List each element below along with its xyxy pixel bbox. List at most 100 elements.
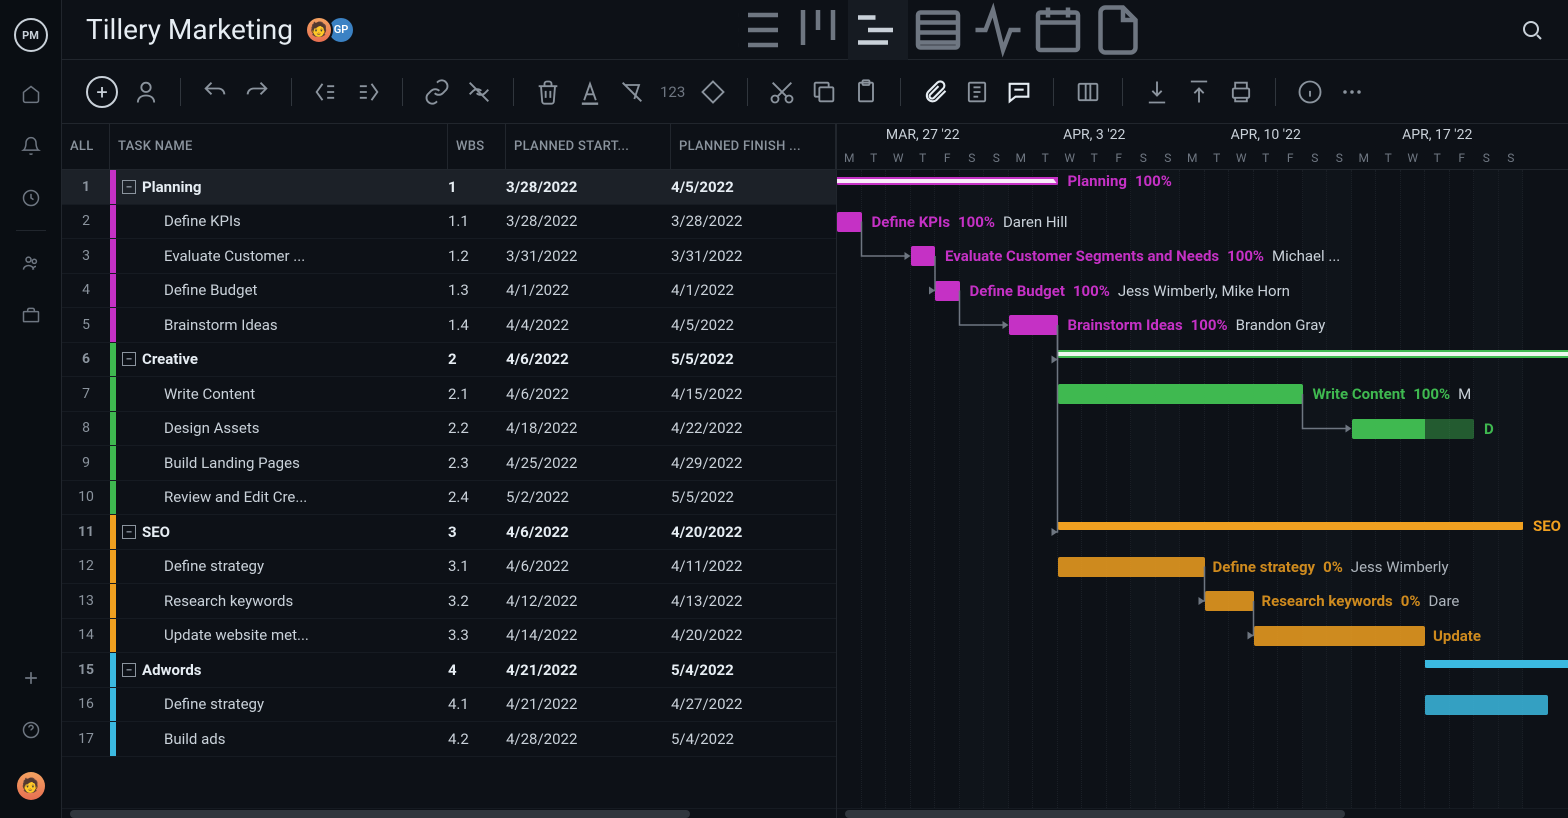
briefcase-icon[interactable] (21, 305, 41, 325)
import-icon[interactable] (1143, 78, 1171, 106)
task-row[interactable]: 14Update website met...3.34/14/20224/20/… (62, 619, 836, 654)
toolbar-number: 123 (660, 83, 685, 101)
activity-view-icon[interactable] (968, 0, 1028, 60)
attach-icon[interactable] (921, 78, 949, 106)
collapse-icon[interactable]: − (122, 180, 136, 194)
notes-icon[interactable] (963, 78, 991, 106)
outdent-icon[interactable] (312, 78, 340, 106)
comment-icon[interactable] (1005, 78, 1033, 106)
link-icon[interactable] (423, 78, 451, 106)
sheet-view-icon[interactable] (908, 0, 968, 60)
col-task[interactable]: TASK NAME (110, 124, 448, 169)
col-wbs[interactable]: WBS (448, 124, 506, 169)
info-icon[interactable] (1296, 78, 1324, 106)
gantt-view-icon[interactable] (848, 0, 908, 60)
task-bar[interactable]: D (1352, 419, 1475, 439)
day-label: M (1352, 147, 1377, 170)
task-row[interactable]: 8Design Assets2.24/18/20224/22/2022 (62, 412, 836, 447)
grid-header: ALL TASK NAME WBS PLANNED START... PLANN… (62, 124, 836, 170)
collapse-icon[interactable]: − (122, 663, 136, 677)
board-view-icon[interactable] (788, 0, 848, 60)
more-icon[interactable] (1338, 78, 1366, 106)
task-bar[interactable]: Define KPIs 100% Daren Hill (837, 212, 862, 232)
export-icon[interactable] (1185, 78, 1213, 106)
task-row[interactable]: 9Build Landing Pages2.34/25/20224/29/202… (62, 446, 836, 481)
day-label: M (1009, 147, 1034, 170)
avatar-group[interactable]: 🧑 GP (311, 16, 355, 44)
task-row[interactable]: 6−Creative24/6/20225/5/2022 (62, 343, 836, 378)
collapse-icon[interactable]: − (122, 352, 136, 366)
collapse-icon[interactable]: − (122, 525, 136, 539)
help-icon[interactable] (21, 720, 41, 740)
col-finish[interactable]: PLANNED FINISH ... (671, 124, 836, 169)
calendar-view-icon[interactable] (1028, 0, 1088, 60)
assign-icon[interactable] (132, 78, 160, 106)
text-color-icon[interactable] (576, 78, 604, 106)
columns-icon[interactable] (1074, 78, 1102, 106)
task-row[interactable]: 13Research keywords3.24/12/20224/13/2022 (62, 584, 836, 619)
user-avatar[interactable]: 🧑 (17, 772, 45, 800)
summary-bar[interactable]: Planning 100% (837, 177, 1058, 185)
task-bar[interactable]: Research keywords 0% Dare (1205, 591, 1254, 611)
home-icon[interactable] (21, 84, 41, 104)
task-name: Research keywords (122, 592, 293, 610)
task-row[interactable]: 3Evaluate Customer ...1.23/31/20223/31/2… (62, 239, 836, 274)
bell-icon[interactable] (21, 136, 41, 156)
gantt-chart: MAR, 27 '22APR, 3 '22APR, 10 '22APR, 17 … (837, 124, 1568, 818)
task-bar[interactable]: Brainstorm Ideas 100% Brandon Gray (1009, 315, 1058, 335)
task-row[interactable]: 10Review and Edit Cre...2.45/2/20225/5/2… (62, 481, 836, 516)
col-start[interactable]: PLANNED START... (506, 124, 671, 169)
summary-bar[interactable] (1425, 660, 1568, 668)
task-bar[interactable]: Define strategy 0% Jess Wimberly (1058, 557, 1205, 577)
copy-icon[interactable] (810, 78, 838, 106)
task-name: Build Landing Pages (122, 454, 300, 472)
add-task-button[interactable]: + (86, 76, 118, 108)
app-logo[interactable]: PM (14, 18, 48, 52)
col-all[interactable]: ALL (62, 124, 110, 169)
summary-bar[interactable] (1058, 350, 1568, 358)
task-name: Creative (142, 350, 198, 368)
search-icon[interactable] (1520, 18, 1544, 42)
unlink-icon[interactable] (465, 78, 493, 106)
milestone-icon[interactable] (699, 78, 727, 106)
summary-bar[interactable]: SEO 0% (1058, 522, 1524, 530)
day-label: T (1205, 147, 1230, 170)
files-view-icon[interactable] (1088, 0, 1148, 60)
cut-icon[interactable] (768, 78, 796, 106)
task-row[interactable]: 11−SEO34/6/20224/20/2022 (62, 515, 836, 550)
paste-icon[interactable] (852, 78, 880, 106)
day-label: M (1180, 147, 1205, 170)
grid-scrollbar[interactable] (62, 808, 836, 818)
list-view-icon[interactable] (728, 0, 788, 60)
week-label: APR, 3 '22 (1009, 124, 1181, 147)
day-label: T (1033, 147, 1058, 170)
task-row[interactable]: 16Define strategy4.14/21/20224/27/2022 (62, 688, 836, 723)
task-row[interactable]: 4Define Budget1.34/1/20224/1/2022 (62, 274, 836, 309)
task-bar[interactable] (1425, 695, 1548, 715)
avatar[interactable]: 🧑 (305, 16, 333, 44)
undo-icon[interactable] (201, 78, 229, 106)
plus-icon[interactable] (21, 668, 41, 688)
clear-format-icon[interactable] (618, 78, 646, 106)
gantt-scrollbar[interactable] (837, 808, 1568, 818)
delete-icon[interactable] (534, 78, 562, 106)
task-row[interactable]: 15−Adwords44/21/20225/4/2022 (62, 653, 836, 688)
task-bar[interactable]: Evaluate Customer Segments and Needs 100… (911, 246, 936, 266)
task-row[interactable]: 5Brainstorm Ideas1.44/4/20224/5/2022 (62, 308, 836, 343)
task-bar[interactable]: Write Content 100% M (1058, 384, 1303, 404)
task-row[interactable]: 2Define KPIs1.13/28/20223/28/2022 (62, 205, 836, 240)
project-title: Tillery Marketing (86, 13, 293, 46)
indent-icon[interactable] (354, 78, 382, 106)
task-row[interactable]: 1−Planning13/28/20224/5/2022 (62, 170, 836, 205)
task-bar[interactable]: Define Budget 100% Jess Wimberly, Mike H… (935, 281, 960, 301)
task-row[interactable]: 17Build ads4.24/28/20225/4/2022 (62, 722, 836, 757)
print-icon[interactable] (1227, 78, 1255, 106)
task-row[interactable]: 7Write Content2.14/6/20224/15/2022 (62, 377, 836, 412)
task-bar[interactable]: Update (1254, 626, 1426, 646)
team-icon[interactable] (21, 253, 41, 273)
redo-icon[interactable] (243, 78, 271, 106)
view-tabs (728, 0, 1148, 60)
task-row[interactable]: 12Define strategy3.14/6/20224/11/2022 (62, 550, 836, 585)
toolbar: + 123 (62, 60, 1568, 124)
clock-icon[interactable] (21, 188, 41, 208)
